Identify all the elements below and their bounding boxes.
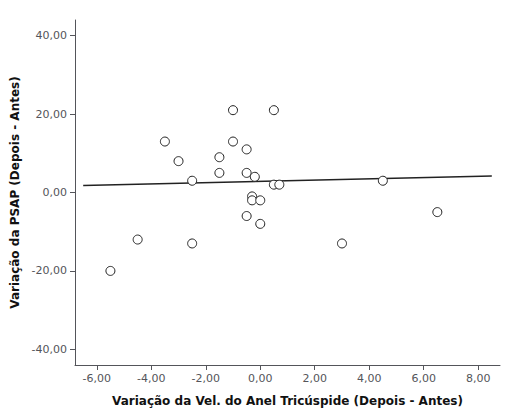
svg-text:2,00: 2,00 xyxy=(302,372,327,385)
svg-text:-4,00: -4,00 xyxy=(137,372,165,385)
svg-text:Variação da PSAP (Depois - Ant: Variação da PSAP (Depois - Antes) xyxy=(8,76,22,308)
svg-text:-20,00: -20,00 xyxy=(32,264,67,277)
svg-text:-40,00: -40,00 xyxy=(32,343,67,356)
svg-text:8,00: 8,00 xyxy=(466,372,491,385)
svg-text:-6,00: -6,00 xyxy=(83,372,111,385)
svg-text:40,00: 40,00 xyxy=(36,29,68,42)
svg-text:0,00: 0,00 xyxy=(43,186,68,199)
svg-text:20,00: 20,00 xyxy=(36,108,68,121)
svg-text:-2,00: -2,00 xyxy=(192,372,220,385)
svg-text:0,00: 0,00 xyxy=(248,372,273,385)
svg-text:6,00: 6,00 xyxy=(411,372,436,385)
svg-text:4,00: 4,00 xyxy=(357,372,382,385)
svg-text:Variação da Vel. do Anel Tricú: Variação da Vel. do Anel Tricúspide (Dep… xyxy=(112,394,463,408)
